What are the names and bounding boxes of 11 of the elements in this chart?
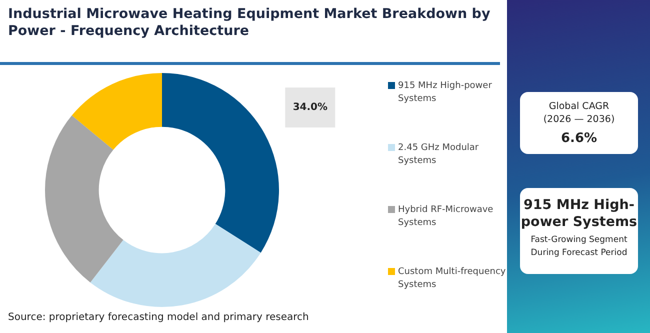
text: 915 MHz High-power Systems	[520, 197, 638, 231]
legend-label: Hybrid RF-Microwave Systems	[398, 205, 494, 228]
chart-title: Industrial Microwave Heating Equipment Market Breakdown by Power - Frequency Architecture	[8, 6, 492, 40]
data-label: 34.0%	[292, 102, 328, 114]
text: Fast-Growing Segment During Forecast Period	[530, 234, 628, 259]
text: 6.6%	[560, 131, 598, 146]
text: Global CAGR (2026 — 2036)	[542, 100, 616, 126]
source-note: Source: proprietary forecasting model and primary research	[8, 312, 309, 323]
legend-label: 915 MHz High-power Systems	[398, 81, 492, 104]
legend-label: Custom Multi-frequency Systems	[398, 267, 506, 290]
legend-label: 2.45 GHz Modular Systems	[398, 143, 479, 166]
